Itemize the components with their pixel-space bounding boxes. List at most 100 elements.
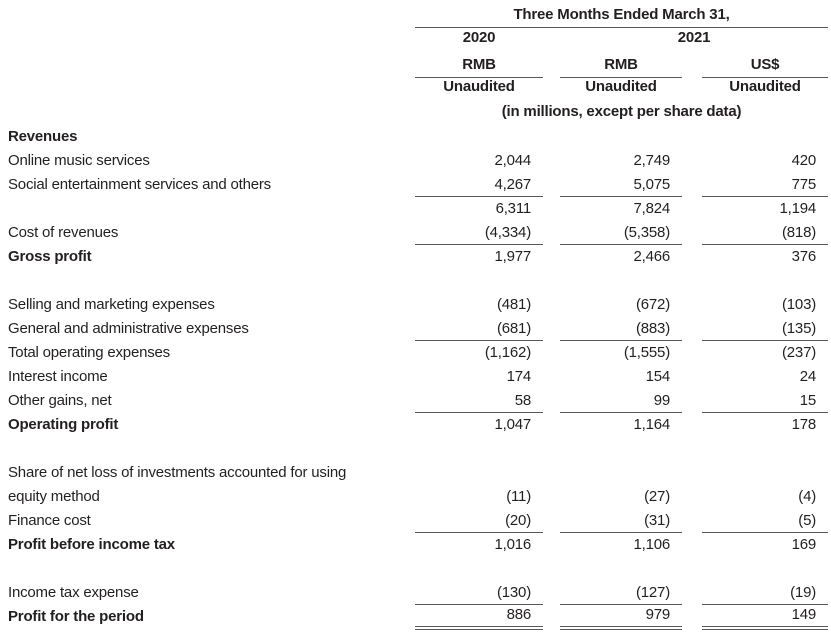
spacer-row [0, 436, 828, 460]
column-gap [682, 268, 702, 292]
cell-value: (27) [644, 488, 670, 505]
column-gap [543, 124, 560, 148]
column-gap [682, 77, 702, 99]
column-gap [543, 340, 560, 364]
table-row: Finance cost (20) (31) (5) [0, 508, 829, 533]
header-spacer-cell [0, 77, 415, 99]
row-label: General and administrative expenses [8, 320, 249, 337]
table-row: Profit before income tax 1,016 1,106 169 [0, 532, 828, 556]
column-gap [543, 508, 560, 532]
audit-col3-label: Unaudited [729, 78, 801, 95]
column-gap [543, 556, 560, 580]
column-gap [682, 508, 702, 532]
spacer-row [0, 556, 828, 580]
row-label: Profit before income tax [8, 536, 175, 553]
column-gap [682, 292, 702, 316]
cell-value: 1,977 [494, 248, 531, 265]
cell-value [560, 436, 682, 460]
header-row-units: (in millions, except per share data) [0, 99, 828, 124]
period-title: Three Months Ended March 31, [415, 0, 829, 28]
row-label: Selling and marketing expenses [8, 296, 215, 313]
cell-value [415, 436, 543, 460]
year-2020-label: 2020 [462, 29, 496, 46]
row-label [0, 268, 415, 292]
currency-col2-label: RMB [560, 50, 682, 78]
units-note: (in millions, except per share data) [501, 103, 742, 120]
column-gap [682, 124, 702, 148]
column-gap [682, 460, 702, 484]
row-label: Interest income [8, 368, 108, 385]
row-label: Profit for the period [8, 608, 144, 625]
column-gap [682, 196, 702, 220]
cell-value: (19) [702, 580, 829, 605]
column-gap [543, 436, 560, 460]
header-row-period: Three Months Ended March 31, [0, 0, 829, 28]
column-gap [543, 196, 560, 220]
column-gap [543, 364, 560, 388]
column-gap [682, 220, 702, 244]
column-gap [543, 388, 560, 412]
cell-value: 5,075 [560, 172, 682, 197]
cell-value: (130) [415, 580, 543, 605]
row-label: Revenues [8, 128, 78, 145]
cell-value: (681) [415, 316, 543, 341]
column-gap [543, 316, 560, 340]
cell-value: (237) [781, 344, 817, 361]
column-gap [682, 148, 702, 172]
row-label: Online music services [8, 152, 150, 169]
column-gap [682, 340, 702, 364]
column-gap [543, 580, 560, 604]
column-gap [543, 148, 560, 172]
column-gap [543, 484, 560, 508]
column-gap [543, 412, 560, 436]
column-gap [543, 244, 560, 268]
column-gap [543, 172, 560, 196]
header-row-years: 2020 2021 [0, 27, 828, 50]
cell-value: 376 [791, 248, 817, 265]
cell-value: 178 [791, 416, 817, 433]
cell-value [415, 556, 543, 580]
cell-value: (4) [798, 488, 817, 505]
cell-value: (481) [496, 296, 531, 313]
column-gap [682, 580, 702, 604]
table-row: Operating profit 1,047 1,164 178 [0, 412, 828, 436]
column-gap [682, 172, 702, 196]
header-row-currency: RMB RMB US$ [0, 50, 829, 78]
column-gap [543, 220, 560, 244]
table-row: Revenues [0, 124, 828, 148]
row-label: Share of net loss of investments account… [8, 464, 347, 481]
cell-value: (103) [781, 296, 817, 313]
cell-value: (5) [702, 508, 829, 533]
header-spacer-cell [0, 99, 415, 124]
cell-value [702, 268, 828, 292]
cell-value: (5,358) [560, 220, 682, 245]
table-body: Revenues Online music services 2,044 2,749 4… [0, 124, 829, 630]
row-label: Cost of revenues [8, 224, 119, 241]
cell-value [560, 124, 682, 148]
cell-value: (31) [560, 508, 682, 533]
header-spacer-cell [0, 0, 415, 27]
cell-value: 2,749 [633, 152, 670, 169]
table-row: Selling and marketing expenses (481) (672)… [0, 292, 828, 316]
row-label: Income tax expense [8, 584, 139, 601]
cell-value: 886 [415, 604, 543, 630]
cell-value: 1,194 [779, 200, 817, 217]
column-gap [682, 484, 702, 508]
table-row: Total operating expenses (1,162) (1,555) (2… [0, 340, 828, 364]
cell-value: (11) [506, 488, 531, 505]
column-gap [682, 316, 702, 340]
cell-value: 6,311 [495, 200, 532, 217]
cell-value [560, 268, 682, 292]
cell-value: 169 [791, 536, 817, 553]
cell-value [560, 460, 682, 484]
header-spacer-cell [0, 50, 415, 77]
currency-col1-label: RMB [415, 50, 543, 78]
cell-value [702, 436, 828, 460]
column-gap [682, 364, 702, 388]
column-gap [543, 460, 560, 484]
column-gap [543, 50, 560, 77]
cell-value: 1,047 [494, 416, 531, 433]
cell-value: (20) [415, 508, 543, 533]
year-2021-label: 2021 [677, 29, 711, 46]
spacer-row [0, 268, 828, 292]
